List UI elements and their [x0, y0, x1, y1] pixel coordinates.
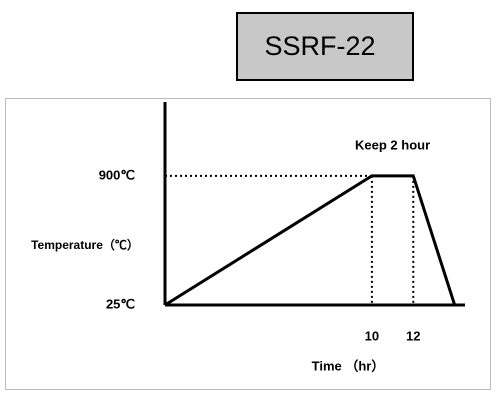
title-box [236, 12, 414, 81]
annotation: Keep 2 hour [355, 137, 430, 152]
frame [5, 98, 491, 390]
y-tick-label: 25℃ [106, 296, 135, 311]
x-axis-label: Time （hr） [312, 358, 385, 373]
y-axis-label: Temperature（℃） [31, 237, 139, 252]
y-tick-label: 900℃ [99, 167, 135, 182]
x-tick-label: 10 [365, 328, 379, 343]
x-tick-label: 12 [406, 328, 420, 343]
chart-title: SSRF-22 [264, 31, 375, 61]
line [164, 174, 457, 307]
